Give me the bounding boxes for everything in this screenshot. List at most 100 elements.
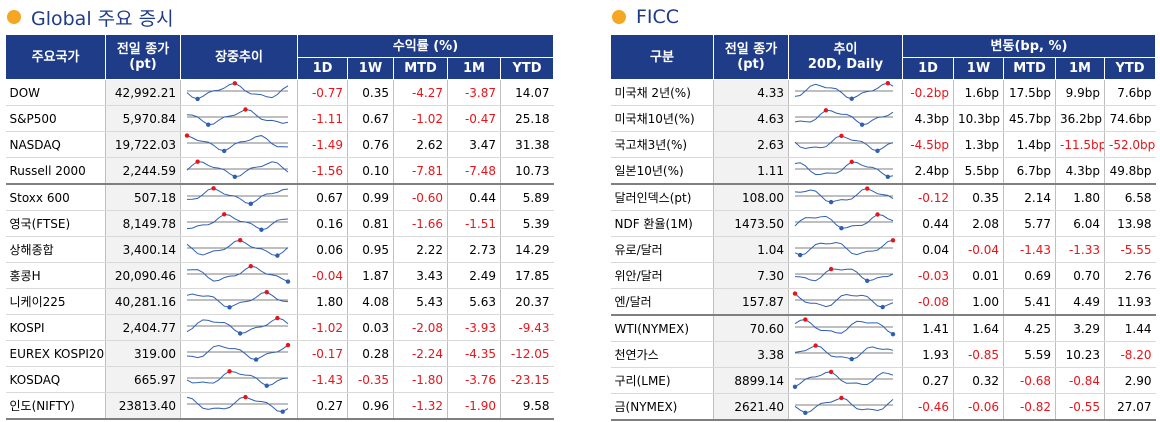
trend-cell [180, 340, 298, 367]
header-row: 1D 1W MTD 1M YTD [6, 57, 554, 80]
change-value: 7.6bp [1103, 79, 1156, 106]
prev-close: 1473.50 [713, 210, 789, 237]
sparkline [186, 159, 289, 179]
change-value: 6.58 [1103, 184, 1156, 211]
table-row: 미국채10년(%) 4.63 4.3bp 10.3bp 45.7bp 36.2bp 74.6… [610, 105, 1156, 132]
change-value: 0.35 [347, 79, 394, 106]
change-value: -0.08 [902, 288, 954, 316]
ficc-panel: FICC 구분 전일 종가 (pt) 추이 20D, Daily 변동(bp, %) 1D 1W… [610, 0, 1157, 421]
change-value: -4.5bp [902, 131, 954, 158]
sparkline-high [890, 238, 896, 243]
sparkline-high [195, 159, 200, 164]
sparkline-low [248, 201, 253, 207]
change-value: -0.77 [297, 79, 348, 106]
sparkline-line [794, 293, 894, 308]
change-value: -0.04 [953, 236, 1004, 263]
header-text: 전일 종가 [724, 42, 778, 57]
sparkline-high [839, 395, 844, 401]
sparkline-high [184, 133, 190, 138]
change-value: 0.10 [347, 157, 394, 185]
change-value: 0.04 [902, 236, 954, 263]
change-value: -0.82 [1003, 393, 1056, 421]
change-value: 1.6bp [953, 79, 1004, 106]
panel-title: Global 주요 증시 [5, 0, 554, 34]
row-label: WTI(NYMEX) [610, 315, 714, 342]
sparkline-low [195, 96, 200, 102]
sparkline-line [186, 265, 289, 283]
sparkline-high [849, 159, 854, 165]
sparkline-low [849, 96, 854, 101]
change-value: -0.55 [1055, 393, 1105, 421]
data-table: 주요국가 전일 종가 (pt) 장중추이 수익률 (%) 1D 1W MTD 1M YTD DOW 4… [5, 34, 554, 420]
sparkline [794, 159, 894, 180]
sparkline [186, 342, 291, 362]
prev-close: 4.33 [713, 79, 789, 106]
trend-cell [180, 105, 298, 132]
row-label: 미국채10년(%) [610, 105, 714, 132]
change-value: 2.4bp [902, 157, 954, 185]
row-label: 홍콩H [5, 262, 106, 289]
sparkline-low [828, 199, 834, 205]
sparkline-high [285, 342, 291, 348]
change-value: 3.43 [393, 262, 448, 289]
table-row: 금(NYMEX) 2621.40 -0.46 -0.06 -0.82 -0.55 27.07 [610, 393, 1156, 421]
change-value: 0.27 [902, 367, 954, 394]
sparkline [794, 186, 894, 205]
sparkline-line [794, 188, 894, 203]
prev-close: 20,090.46 [105, 262, 181, 289]
row-label: NDF 환율(1M) [610, 210, 714, 237]
sparkline-low [885, 174, 891, 180]
sparkline-high [813, 343, 818, 348]
prev-close: 5,970.84 [105, 105, 181, 132]
header-cell: 1W [953, 57, 1004, 80]
change-value: 2.62 [393, 131, 448, 158]
change-value: -0.47 [447, 105, 501, 132]
table-row: 천연가스 3.38 1.93 -0.85 5.59 10.23 -8.20 [610, 341, 1156, 368]
change-value: 3.29 [1055, 315, 1105, 342]
change-value: 0.16 [297, 210, 348, 237]
sparkline [794, 108, 894, 127]
sparkline-low [222, 148, 227, 154]
change-value: 5.77 [1003, 210, 1056, 237]
row-label: NASDAQ [5, 131, 106, 158]
header-row: 1D 1W MTD 1M YTD [611, 57, 1157, 80]
change-value: 14.29 [500, 236, 554, 263]
row-label: 천연가스 [610, 341, 714, 368]
sparkline [186, 186, 289, 207]
sparkline-low [264, 383, 269, 388]
change-value: -0.35 [347, 366, 394, 393]
change-value: -1.11 [297, 105, 348, 132]
header-cell: 1W [347, 57, 394, 80]
change-value: -52.0bp [1103, 131, 1156, 158]
row-label: EUREX KOSPI200 [5, 340, 106, 367]
header-cell: 주요국가 [5, 34, 106, 80]
prev-close: 42,992.21 [105, 79, 181, 106]
sparkline-line [794, 161, 894, 178]
prev-close: 8,149.78 [105, 210, 181, 237]
table-row: 미국채 2년(%) 4.33 -0.2bp 1.6bp 17.5bp 9.9bp 7.6bp [610, 79, 1156, 106]
change-value: 5.5bp [953, 157, 1004, 185]
sparkline-low [227, 305, 232, 310]
change-value: 0.67 [347, 105, 394, 132]
header-cell: MTD [393, 57, 448, 80]
change-value: 0.95 [347, 236, 394, 263]
bullet [7, 10, 21, 24]
table-row: 위안/달러 7.30 -0.03 0.01 0.69 0.70 2.76 [610, 262, 1156, 289]
panel-title: FICC [610, 0, 1156, 34]
change-value: 0.44 [902, 210, 954, 237]
change-value: -1.32 [393, 392, 448, 420]
change-value: 2.14 [1003, 184, 1056, 211]
header-text: 20D, Daily [807, 57, 884, 72]
row-label: 엔/달러 [610, 288, 714, 316]
header-text: (pt) [129, 57, 157, 72]
sparkline-high [248, 263, 253, 269]
row-label: 니케이225 [5, 288, 106, 315]
sparkline-low [275, 253, 280, 258]
change-value: -0.12 [902, 184, 954, 211]
prev-close: 507.18 [105, 184, 181, 211]
change-value: 0.28 [347, 340, 394, 367]
change-value: -3.93 [447, 314, 501, 341]
sparkline-high [243, 107, 248, 112]
change-value: -0.68 [1003, 367, 1056, 394]
table-row: EUREX KOSPI200 319.00 -0.17 0.28 -2.24 -4.35-… [5, 340, 554, 367]
